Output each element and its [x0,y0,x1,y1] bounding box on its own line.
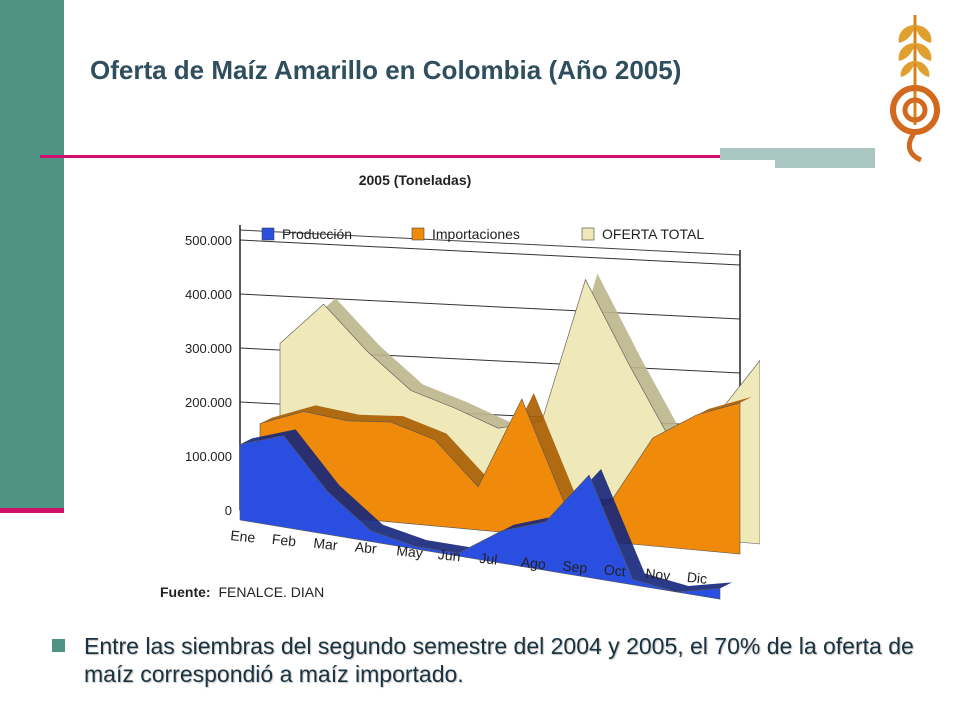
series-area [239,435,721,600]
sidebar-bar [0,0,64,512]
chart-title: 2005 (Toneladas) [359,172,472,188]
y-tick-label: 0 [225,503,232,518]
x-tick-label: Dic [686,569,708,587]
x-tick-label: Jul [479,550,498,568]
x-tick-label: Ene [230,527,257,546]
source-label-bold: Fuente: [160,584,211,600]
y-tick-label: 500.000 [185,233,232,248]
x-tick-label: May [396,542,424,561]
legend-swatch [261,227,275,241]
wheat-gear-logo-icon [890,15,940,163]
divider-block [720,148,875,160]
source-label: Fuente: FENALCE. DIAN [160,584,324,600]
slide-title: Oferta de Maíz Amarillo en Colombia (Año… [90,55,682,85]
y-tick-label: 400.000 [185,287,232,302]
legend-label: Importaciones [432,226,520,242]
x-tick-label: Sep [562,557,589,576]
x-tick-label: Mar [313,535,339,553]
x-tick-label: Nov [645,565,671,584]
x-tick-label: Oct [603,561,626,579]
area-chart: 500.000 400.000 300.000 200.000 100.000 0 Ene… [160,172,760,600]
source-text: FENALCE. DIAN [218,584,324,600]
sidebar-accent [0,508,64,513]
x-tick-label: Ago [520,554,547,573]
x-tick-label: Jun [437,546,461,564]
y-tick-label: 300.000 [185,341,232,356]
divider-block-lower [775,160,875,168]
y-tick-label: 100.000 [185,449,232,464]
legend-label: OFERTA TOTAL [602,226,704,242]
grid-line [239,239,741,266]
title-divider [40,155,875,158]
x-tick-label: Abr [354,538,378,556]
grid-line [239,293,741,320]
legend-swatch [581,227,595,241]
bullet-marker [52,639,65,652]
legend-label: Producción [282,226,352,242]
legend-swatch [411,227,425,241]
x-tick-label: Feb [271,531,297,549]
bullet-text: Entre las siembras del segundo semestre … [84,633,914,687]
y-tick-label: 200.000 [185,395,232,410]
